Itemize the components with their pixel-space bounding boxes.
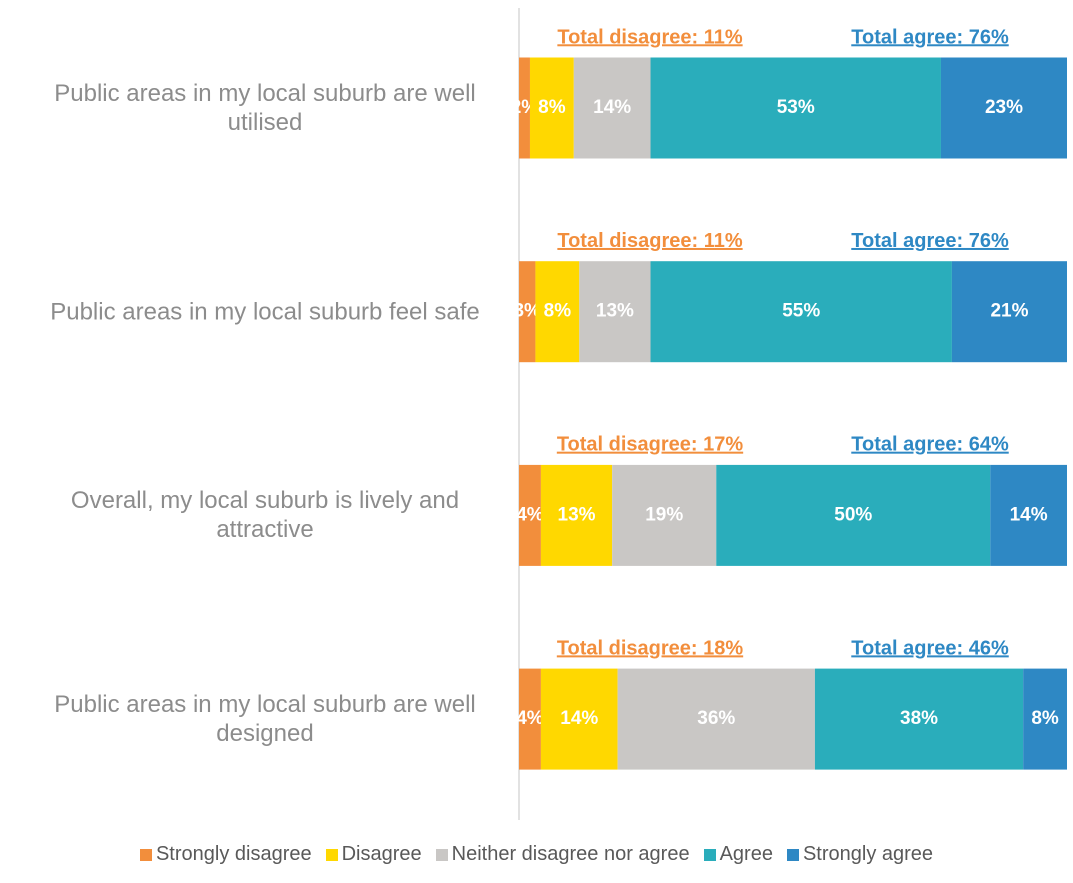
- bar-segment: [650, 261, 952, 363]
- data-label: 50%: [834, 504, 872, 525]
- legend: Strongly disagree Disagree Neither disagre…: [0, 843, 1073, 866]
- annotation: Total disagree: 11%: [557, 26, 742, 48]
- bar-segment: [650, 57, 941, 159]
- legend-label: Neither disagree nor agree: [451, 843, 690, 865]
- bar-segment: [990, 464, 1067, 566]
- data-label: 13%: [558, 504, 596, 525]
- legend-item: Strongly disagree: [139, 843, 312, 866]
- bar-segment: [519, 261, 536, 363]
- annotation: Total agree: 76%: [851, 230, 1009, 252]
- data-label: 8%: [544, 301, 572, 322]
- bar-segment: [573, 57, 651, 159]
- category-label: Public areas in my local suburb feel saf…: [50, 298, 480, 326]
- annotation: Total agree: 64%: [851, 434, 1009, 456]
- annotation: Total disagree: 18%: [557, 637, 744, 659]
- category-label: Overall, my local suburb is lively and a…: [70, 487, 460, 544]
- legend-swatch: [435, 848, 448, 861]
- data-label: 14%: [593, 97, 631, 118]
- data-label: 13%: [596, 301, 634, 322]
- legend-label: Strongly disagree: [155, 843, 312, 865]
- bar-segment: [535, 261, 580, 363]
- data-label: 8%: [538, 97, 566, 118]
- bar-segment: [519, 668, 541, 770]
- annotation: Total agree: 46%: [851, 637, 1009, 659]
- data-label: 3%: [513, 301, 541, 322]
- annotation: Total disagree: 17%: [557, 434, 744, 456]
- annotation: Total agree: 76%: [851, 26, 1009, 48]
- bar-segment: [529, 57, 574, 159]
- legend-item: Disagree: [325, 843, 422, 866]
- bar-segment: [1023, 668, 1067, 770]
- data-label: 55%: [782, 301, 820, 322]
- legend-label: Agree: [719, 843, 773, 865]
- bar-segment: [951, 261, 1067, 363]
- category-label: Public areas in my local suburb are well…: [54, 691, 476, 748]
- legend-swatch: [139, 848, 152, 861]
- legend-swatch: [325, 848, 338, 861]
- bar-segment: [612, 464, 717, 566]
- bar-segment: [519, 464, 541, 566]
- data-label: 4%: [516, 504, 544, 525]
- legend-swatch: [703, 848, 716, 861]
- data-label: 21%: [990, 301, 1028, 322]
- legend-label: Strongly agree: [802, 843, 934, 865]
- data-label: 8%: [1031, 708, 1059, 729]
- bar-segment: [579, 261, 651, 363]
- bar-segment: [940, 57, 1067, 159]
- legend-item: Neither disagree nor agree: [435, 843, 690, 866]
- legend-label: Disagree: [341, 843, 422, 865]
- annotation: Total disagree: 11%: [557, 230, 742, 252]
- data-label: 53%: [777, 97, 815, 118]
- data-label: 36%: [697, 708, 735, 729]
- bar-segment: [716, 464, 991, 566]
- bar-segment: [519, 57, 530, 159]
- legend-item: Strongly agree: [786, 843, 934, 866]
- bar-segment: [617, 668, 815, 770]
- legend-swatch: [786, 848, 799, 861]
- data-label: 19%: [645, 504, 683, 525]
- bar-segment: [540, 464, 613, 566]
- legend-item: Agree: [703, 843, 773, 866]
- bar-segment: [540, 668, 618, 770]
- data-label: 38%: [900, 708, 938, 729]
- category-label: Public areas in my local suburb are well…: [54, 80, 476, 136]
- bar-segment: [814, 668, 1024, 770]
- data-label: 14%: [1010, 504, 1048, 525]
- data-label: 23%: [985, 97, 1023, 118]
- data-label: 4%: [516, 708, 544, 729]
- data-label: 14%: [560, 708, 598, 729]
